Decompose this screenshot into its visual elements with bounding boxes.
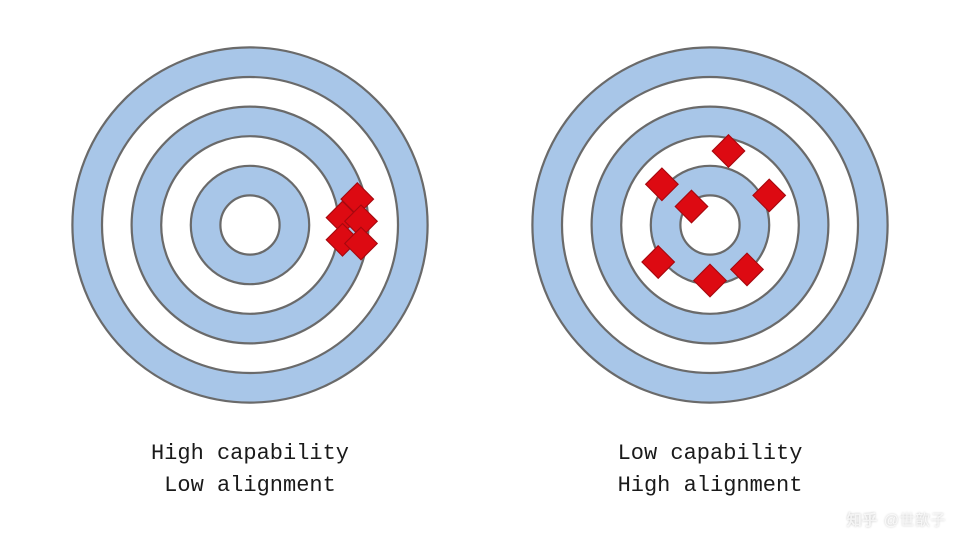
caption-right-line1: Low capability [618,438,803,470]
target-right-svg [525,40,895,410]
target-right-rings [532,47,887,402]
target-right: Low capability High alignment [525,40,895,502]
caption-right: Low capability High alignment [618,438,803,502]
target-left-svg [65,40,435,410]
caption-left-line1: High capability [151,438,349,470]
watermark-author: @世歆子 [884,509,946,530]
targets-row: High capability Low alignment Low capabi… [0,0,960,502]
watermark-logo: 知乎 [847,509,878,530]
ring [220,195,279,254]
caption-left-line2: Low alignment [151,470,349,502]
watermark: 知乎 @世歆子 [847,509,946,530]
target-left: High capability Low alignment [65,40,435,502]
caption-left: High capability Low alignment [151,438,349,502]
caption-right-line2: High alignment [618,470,803,502]
